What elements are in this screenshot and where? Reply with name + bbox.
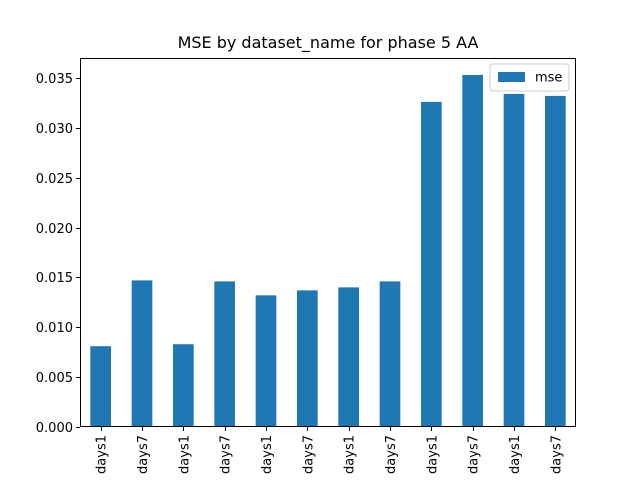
y-tick-label: 0.030	[36, 122, 73, 137]
x-tick-label: days1	[95, 435, 110, 474]
legend-swatch	[498, 72, 525, 82]
y-tick-label: 0.000	[36, 421, 73, 436]
x-tick-label: days7	[136, 435, 151, 474]
y-tick-label: 0.015	[36, 271, 73, 286]
plot-frame	[80, 58, 576, 427]
x-axis: days1 days7 days1 days7 days1 days7 days1 days7…	[95, 427, 564, 474]
bar	[545, 95, 566, 427]
x-tick-label: days7	[467, 435, 482, 474]
x-tick-label: days7	[384, 435, 399, 474]
x-tick-label: days1	[508, 435, 523, 474]
y-tick-label: 0.035	[36, 72, 73, 87]
x-tick-label: days7	[301, 435, 316, 474]
bar	[90, 346, 111, 427]
bar	[297, 290, 318, 427]
bar	[379, 281, 401, 427]
legend-label: mse	[535, 71, 562, 86]
y-axis: 0.000 0.005 0.010 0.015 0.020 0.025 0.030 0.035	[36, 72, 80, 436]
x-tick-label: days7	[549, 435, 564, 474]
bars-group	[90, 74, 566, 428]
bar	[338, 287, 359, 427]
legend-box	[489, 63, 570, 92]
bar	[173, 344, 194, 427]
x-tick-label: days7	[219, 435, 234, 474]
bar	[462, 74, 483, 428]
y-tick-label: 0.020	[36, 222, 73, 237]
chart-title: MSE by dataset_name for phase 5 AA	[178, 33, 479, 53]
y-tick-label: 0.010	[36, 321, 73, 336]
bar	[421, 101, 442, 428]
bar	[255, 295, 277, 427]
legend: mse	[489, 63, 570, 92]
bar	[214, 281, 235, 427]
x-tick-label: days1	[425, 435, 440, 474]
bar	[131, 280, 153, 427]
x-tick-label: days1	[177, 435, 192, 474]
x-tick-label: days1	[343, 435, 358, 474]
y-tick-label: 0.025	[36, 172, 73, 187]
x-tick-label: days1	[260, 435, 275, 474]
y-tick-label: 0.005	[36, 371, 73, 386]
bar	[503, 93, 525, 427]
